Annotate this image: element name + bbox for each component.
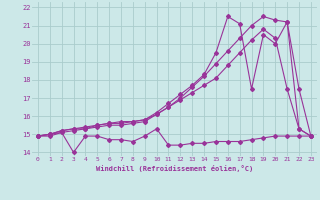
X-axis label: Windchill (Refroidissement éolien,°C): Windchill (Refroidissement éolien,°C) — [96, 165, 253, 172]
